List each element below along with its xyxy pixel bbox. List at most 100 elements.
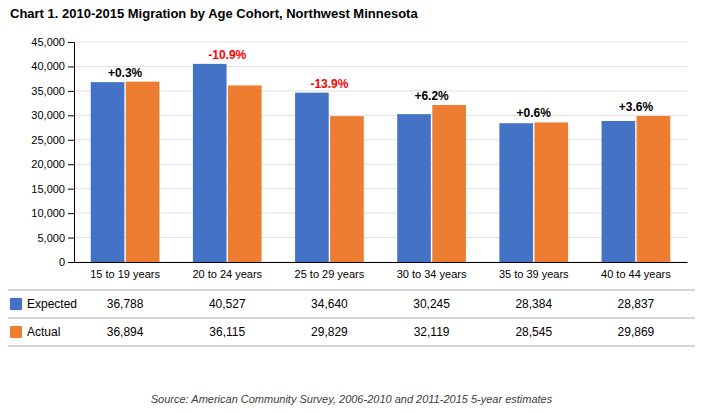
legend-swatch — [10, 326, 22, 338]
bar — [126, 82, 160, 262]
y-tick: 0 — [59, 256, 74, 268]
y-tick-label: 0 — [59, 256, 65, 268]
x-tick-label: 25 to 29 years — [295, 268, 365, 280]
y-tick-mark — [68, 189, 74, 190]
annotation: +0.6% — [517, 106, 552, 120]
grid-line — [74, 115, 687, 116]
y-tick: 30,000 — [31, 109, 74, 121]
bar — [432, 105, 466, 262]
table-value: 28,545 — [515, 325, 552, 339]
y-tick: 20,000 — [31, 158, 74, 170]
bar — [228, 85, 262, 262]
y-tick-mark — [68, 238, 74, 239]
annotation: -13.9% — [310, 77, 348, 91]
bar — [330, 116, 364, 262]
grid-line — [74, 139, 687, 140]
source: Source: American Community Survey, 2006-… — [151, 393, 553, 405]
annotation: +6.2% — [414, 89, 449, 103]
y-tick-mark — [68, 115, 74, 116]
table-value: 32,119 — [414, 325, 450, 339]
y-tick-mark — [68, 140, 74, 141]
y-axis-line — [68, 43, 75, 263]
x-tick: 35 to 39 years — [499, 268, 569, 280]
grid-line — [74, 213, 687, 214]
table-value: 40,527 — [209, 297, 246, 311]
grid-line — [74, 90, 687, 91]
title: Chart 1. 2010-2015 Migration by Age Coho… — [10, 6, 418, 21]
y-tick-mark — [68, 91, 74, 92]
chart: Chart 1. 2010-2015 Migration by Age Coho… — [0, 0, 703, 413]
grid-line — [74, 66, 687, 67]
table-rule — [8, 346, 695, 347]
table-value: 36,894 — [107, 325, 144, 339]
y-tick-label: 45,000 — [31, 36, 65, 48]
bar — [193, 64, 227, 262]
table-rule — [8, 318, 695, 319]
y-tick-label: 10,000 — [31, 207, 65, 219]
annotation: -10.9% — [208, 48, 246, 62]
table-value: 29,869 — [618, 325, 655, 339]
legend-label: Expected — [27, 297, 77, 311]
bar — [499, 123, 533, 262]
table-rule — [8, 290, 695, 291]
data-table: Expected 36,788 40,527 34,640 30,245 28,384 28… — [8, 290, 695, 346]
y-tick: 45,000 — [31, 36, 74, 48]
y-tick: 25,000 — [31, 134, 74, 146]
bar — [534, 122, 568, 262]
bars — [91, 64, 671, 262]
grid-line — [74, 164, 687, 165]
table-value: 28,837 — [618, 297, 655, 311]
table-value: 29,829 — [311, 325, 348, 339]
x-tick-label: 15 to 19 years — [90, 268, 160, 280]
y-tick-label: 35,000 — [31, 85, 65, 97]
bar — [91, 82, 125, 262]
y-axis: 0 5,000 10,000 15,000 20,000 25,000 30,000 35,0… — [31, 36, 74, 268]
y-tick-label: 30,000 — [31, 109, 65, 121]
y-tick-label: 25,000 — [31, 134, 65, 146]
annotation: +3.6% — [619, 100, 654, 114]
y-tick-mark — [68, 66, 74, 67]
x-tick-label: 35 to 39 years — [499, 268, 569, 280]
grid — [74, 42, 687, 262]
x-axis-line — [75, 262, 688, 263]
y-tick-mark — [68, 42, 74, 43]
bar-series — [126, 82, 670, 262]
bar-series — [91, 64, 635, 262]
x-tick: 15 to 19 years — [90, 268, 160, 280]
y-tick: 10,000 — [31, 207, 74, 219]
y-tick-mark — [68, 262, 74, 263]
y-tick-mark — [68, 164, 74, 165]
plot: 0 5,000 10,000 15,000 20,000 25,000 30,000 35,0… — [31, 36, 687, 280]
table-value: 28,384 — [515, 297, 552, 311]
x-tick: 25 to 29 years — [295, 268, 365, 280]
grid-line — [74, 42, 687, 43]
grid-line — [74, 188, 687, 189]
legend-swatch — [10, 298, 22, 310]
annotations: +0.3% -10.9% -13.9% +6.2% +0.6% +3.6% — [108, 48, 654, 121]
table-value: 36,115 — [209, 325, 245, 339]
x-tick: 30 to 34 years — [397, 268, 467, 280]
y-tick-mark — [68, 213, 74, 214]
x-axis: 15 to 19 years 20 to 24 years 25 to 29 yea… — [75, 263, 688, 280]
y-tick: 35,000 — [31, 85, 74, 97]
y-tick: 15,000 — [31, 183, 74, 195]
y-tick-label: 40,000 — [31, 60, 65, 72]
x-tick-label: 30 to 34 years — [397, 268, 467, 280]
y-tick-label: 15,000 — [31, 183, 65, 195]
x-tick: 40 to 44 years — [601, 268, 671, 280]
table-value: 36,788 — [107, 297, 144, 311]
annotation: +0.3% — [108, 66, 143, 80]
bar — [637, 116, 671, 262]
x-tick: 20 to 24 years — [192, 268, 262, 280]
x-tick-label: 40 to 44 years — [601, 268, 671, 280]
table-value: 30,245 — [413, 297, 450, 311]
bar — [397, 114, 431, 262]
bar — [295, 93, 329, 262]
table-value: 34,640 — [311, 297, 348, 311]
y-tick-label: 5,000 — [37, 232, 65, 244]
grid-line — [74, 237, 687, 238]
y-tick: 40,000 — [31, 60, 74, 72]
legend-label: Actual — [27, 325, 60, 339]
y-tick-label: 20,000 — [31, 158, 65, 170]
y-tick: 5,000 — [37, 232, 74, 244]
